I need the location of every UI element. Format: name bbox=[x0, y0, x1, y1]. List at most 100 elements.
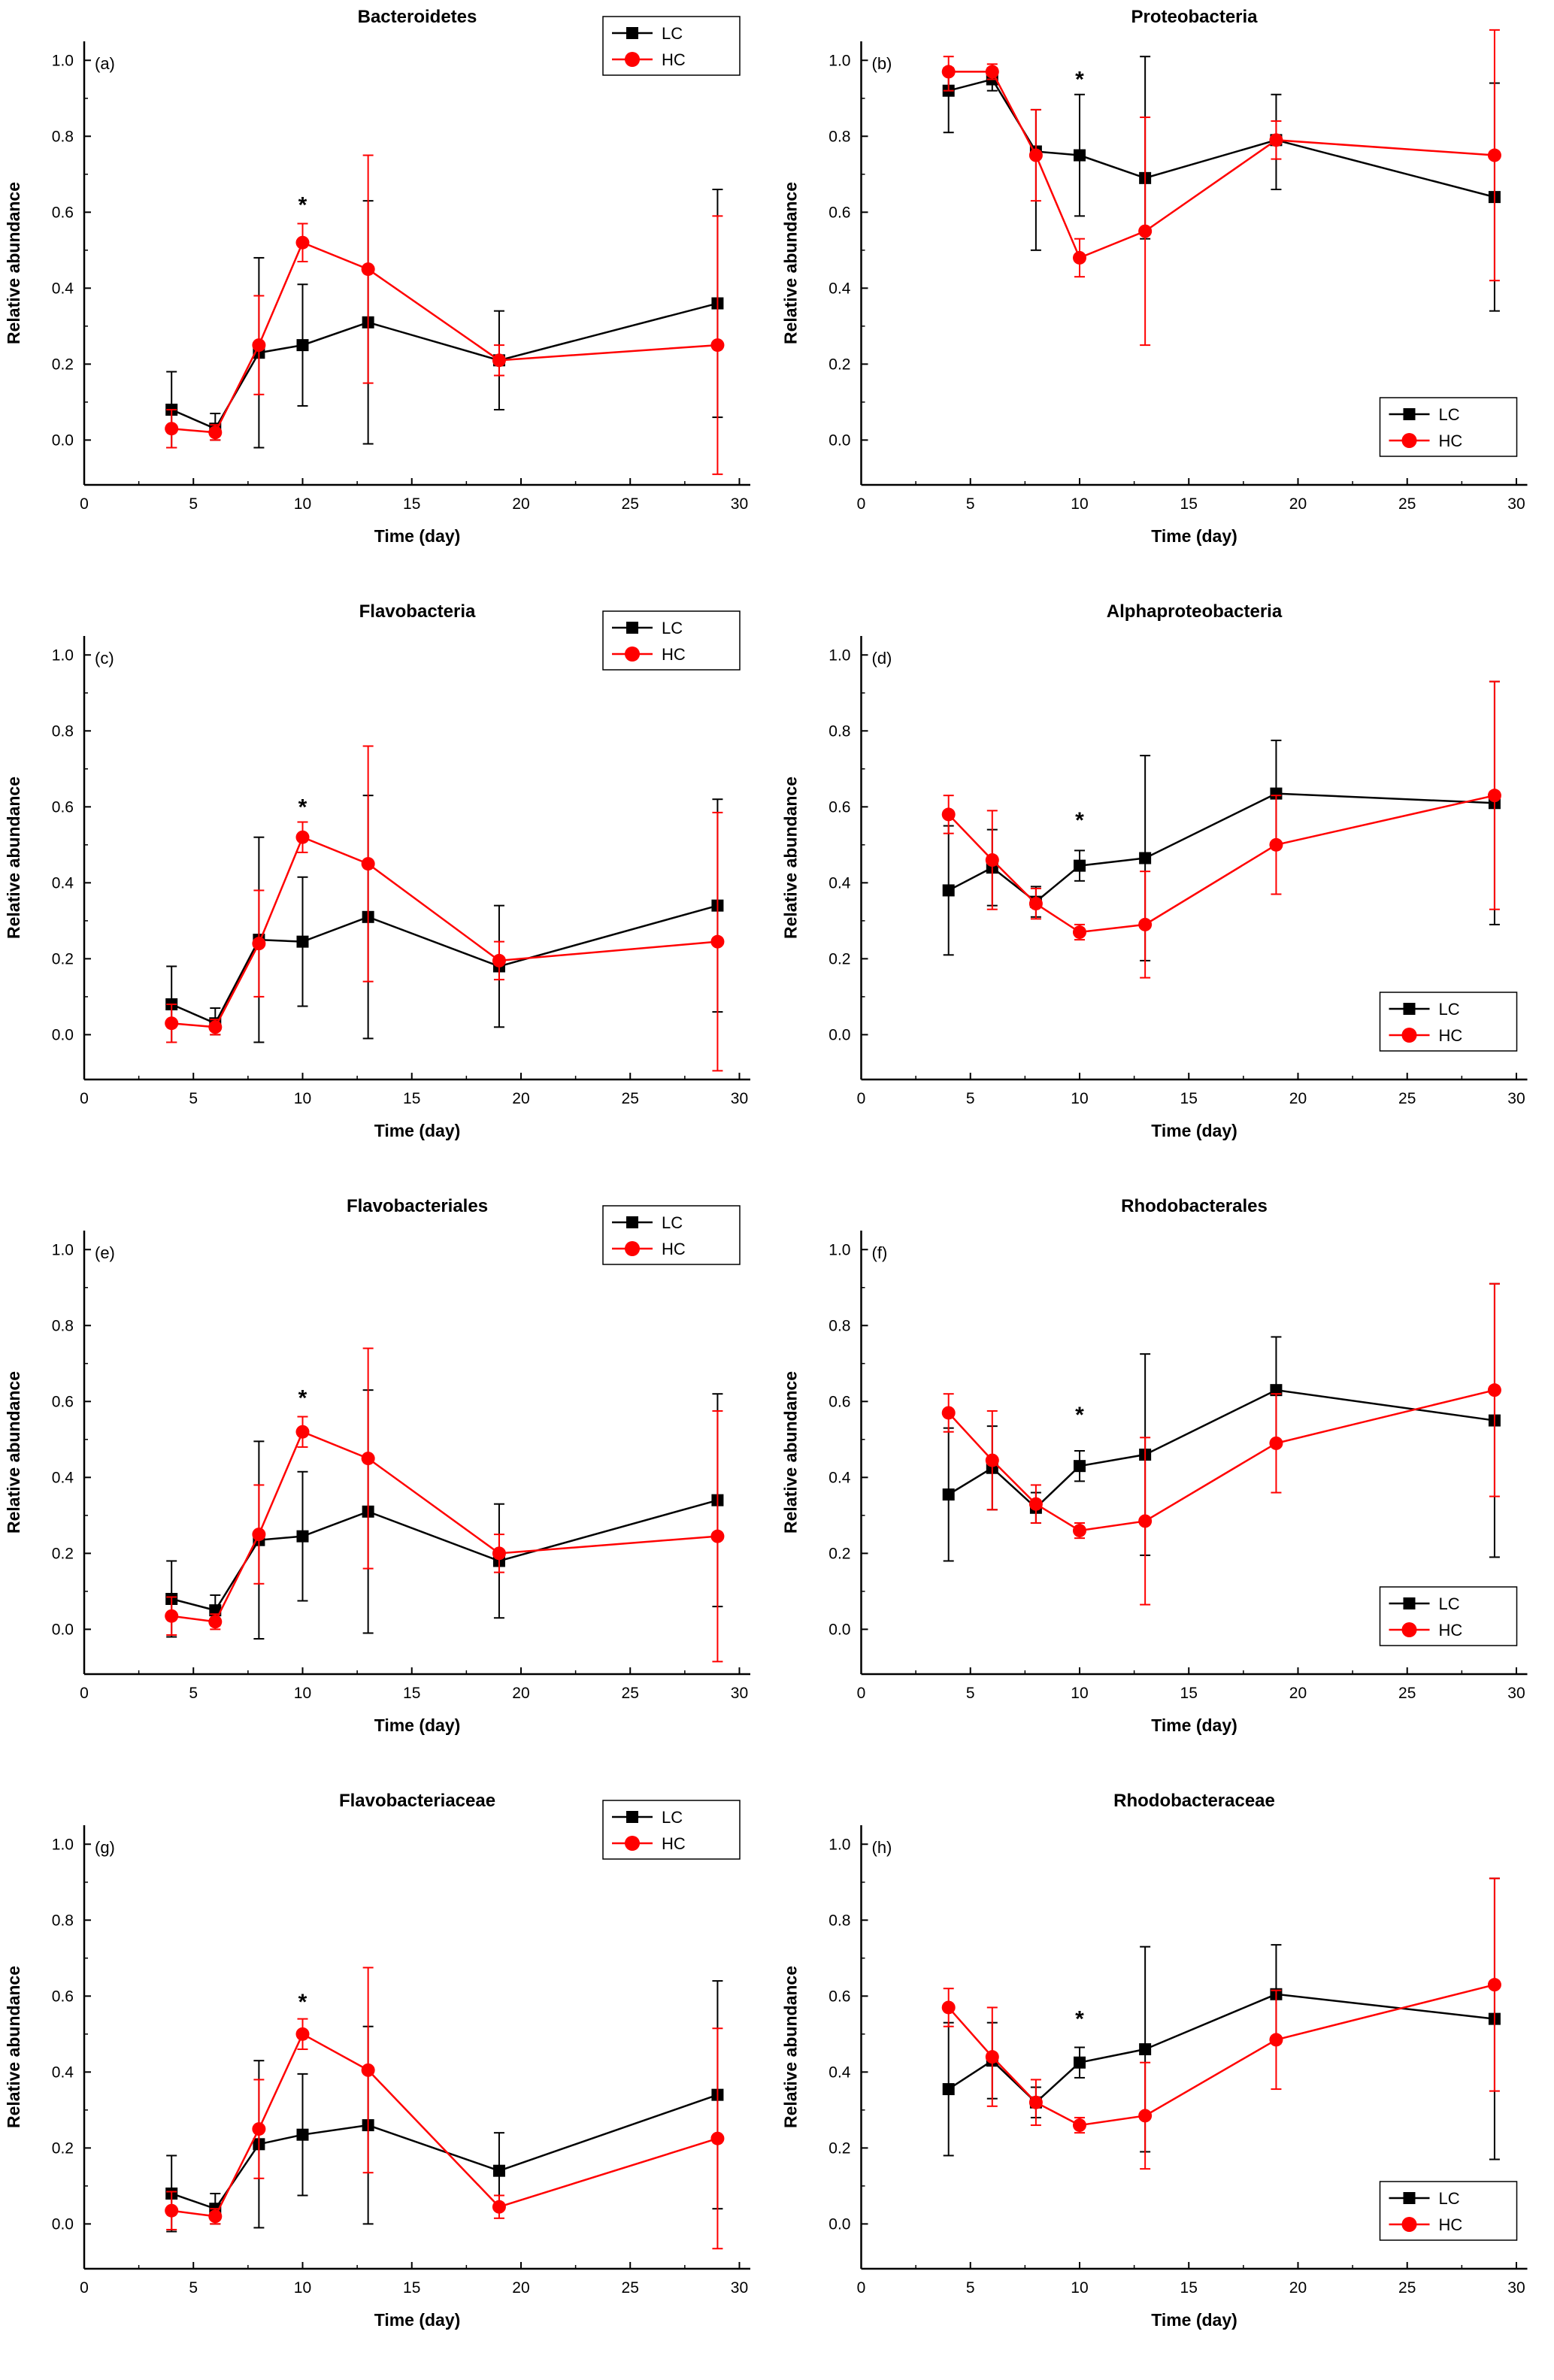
x-tick-label: 5 bbox=[189, 495, 198, 513]
square-marker bbox=[1073, 2056, 1086, 2069]
panel-letter: (g) bbox=[95, 1838, 115, 1857]
series-LC bbox=[942, 1877, 1501, 2160]
circle-marker bbox=[1487, 789, 1501, 803]
y-tick-label: 1.0 bbox=[52, 52, 74, 69]
x-axis-label: Time (day) bbox=[1151, 1715, 1237, 1735]
y-tick-label: 0.0 bbox=[52, 1026, 74, 1043]
x-tick-label: 20 bbox=[512, 2279, 529, 2297]
chart-svg: 0 5 10 15 20 25 30 0.0 0.2 0.4 0.6 0.8 1.0 Rhodobacte… bbox=[781, 1791, 1528, 2330]
y-axis-label: Relative abundance bbox=[4, 777, 23, 939]
circle-marker bbox=[1072, 925, 1086, 940]
square-marker bbox=[209, 1604, 222, 1617]
series-line bbox=[171, 836, 718, 1028]
legend-circle-marker bbox=[625, 646, 640, 662]
circle-marker bbox=[361, 1452, 375, 1466]
panel-title: Proteobacteria bbox=[1131, 7, 1258, 27]
y-tick-label: 1.0 bbox=[828, 646, 850, 664]
x-tick-label: 5 bbox=[966, 2279, 975, 2297]
circle-marker bbox=[1072, 2118, 1086, 2133]
circle-marker bbox=[165, 422, 179, 436]
chart-svg: 0 5 10 15 20 25 30 0.0 0.2 0.4 0.6 0.8 1.0 Proteobact… bbox=[781, 7, 1528, 546]
y-tick-label: 1.0 bbox=[52, 646, 74, 664]
y-tick-label: 0.4 bbox=[828, 874, 851, 892]
x-tick-label: 25 bbox=[1398, 495, 1416, 513]
circle-marker bbox=[985, 65, 999, 79]
legend-circle-marker bbox=[625, 52, 640, 67]
x-tick-label: 5 bbox=[966, 1090, 975, 1107]
legend-square-marker bbox=[626, 1811, 638, 1823]
legend-box bbox=[602, 16, 741, 76]
legend: LC HC bbox=[1379, 2181, 1518, 2241]
y-tick-label: 0.6 bbox=[828, 204, 850, 221]
x-axis-label: Time (day) bbox=[374, 1715, 461, 1735]
circle-marker bbox=[492, 953, 506, 967]
y-tick-label: 0.0 bbox=[828, 2215, 850, 2233]
circle-marker bbox=[492, 353, 506, 368]
y-tick-label: 1.0 bbox=[52, 1241, 74, 1258]
legend: LC HC bbox=[1379, 1586, 1518, 1646]
significance-asterisk: * bbox=[1075, 808, 1084, 833]
legend-box bbox=[1379, 397, 1518, 457]
legend-square-marker bbox=[626, 27, 638, 39]
y-tick-label: 1.0 bbox=[828, 1836, 850, 1853]
circle-marker bbox=[208, 1020, 223, 1034]
x-tick-label: 20 bbox=[1289, 495, 1307, 513]
chart-svg: 0 5 10 15 20 25 30 0.0 0.2 0.4 0.6 0.8 1.0 Alphaprote… bbox=[781, 601, 1528, 1140]
x-tick-label: 0 bbox=[857, 1090, 866, 1107]
x-tick-label: 0 bbox=[80, 1090, 89, 1107]
y-tick-label: 0.6 bbox=[52, 1393, 74, 1410]
x-tick-label: 0 bbox=[80, 495, 89, 513]
circle-marker bbox=[985, 2050, 999, 2064]
legend-box bbox=[1379, 992, 1518, 1052]
y-tick-label: 0.6 bbox=[828, 1393, 850, 1410]
legend-circle-marker bbox=[625, 1836, 640, 1851]
square-marker bbox=[296, 1530, 309, 1543]
x-tick-label: 0 bbox=[80, 2279, 89, 2297]
legend-label: LC bbox=[662, 1213, 683, 1232]
series-line bbox=[948, 71, 1495, 259]
circle-marker bbox=[941, 807, 956, 822]
x-axis-label: Time (day) bbox=[374, 1121, 461, 1140]
x-tick-label: 10 bbox=[294, 2279, 311, 2297]
legend-label: HC bbox=[662, 1240, 686, 1258]
x-tick-label: 30 bbox=[731, 2279, 748, 2297]
y-tick-label: 1.0 bbox=[828, 1241, 850, 1258]
y-axis-label: Relative abundance bbox=[781, 1371, 801, 1534]
legend-box bbox=[602, 1205, 741, 1265]
chart-svg: 0 5 10 15 20 25 30 0.0 0.2 0.4 0.6 0.8 1.0 Bacteroide… bbox=[4, 7, 750, 546]
significance-asterisk: * bbox=[298, 1385, 307, 1410]
chart-panel-b: 0 5 10 15 20 25 30 0.0 0.2 0.4 0.6 0.8 1.0 Proteobact… bbox=[777, 0, 1554, 595]
y-tick-label: 0.6 bbox=[52, 204, 74, 221]
circle-marker bbox=[1138, 917, 1153, 931]
y-tick-label: 0.8 bbox=[828, 1912, 850, 1929]
x-tick-label: 15 bbox=[403, 1685, 420, 1702]
legend-square-marker bbox=[1403, 2192, 1416, 2204]
y-tick-label: 0.2 bbox=[52, 950, 74, 967]
series-line bbox=[948, 1388, 1495, 1509]
legend-box bbox=[602, 1800, 741, 1860]
x-tick-label: 25 bbox=[1398, 2279, 1416, 2297]
series-line bbox=[948, 1993, 1495, 2104]
x-tick-label: 10 bbox=[1071, 1685, 1088, 1702]
legend-label: HC bbox=[662, 645, 686, 664]
panel-title: Rhodobacterales bbox=[1121, 1196, 1268, 1216]
y-tick-label: 0.2 bbox=[52, 2139, 74, 2157]
legend-square-marker bbox=[1403, 1003, 1416, 1015]
x-tick-label: 15 bbox=[403, 495, 420, 513]
legend-label: LC bbox=[1439, 1594, 1460, 1613]
series-line bbox=[171, 1431, 718, 1623]
series-LC bbox=[165, 189, 724, 449]
y-tick-label: 0.0 bbox=[828, 431, 850, 449]
x-tick-label: 25 bbox=[1398, 1685, 1416, 1702]
x-axis-label: Time (day) bbox=[374, 2310, 461, 2330]
panel-letter: (a) bbox=[95, 54, 115, 73]
circle-marker bbox=[1072, 250, 1086, 265]
circle-marker bbox=[492, 2200, 506, 2214]
legend-label: HC bbox=[1439, 1621, 1463, 1640]
y-tick-label: 0.6 bbox=[52, 1988, 74, 2005]
x-tick-label: 5 bbox=[966, 495, 975, 513]
legend-circle-marker bbox=[1401, 1028, 1417, 1043]
legend-label: LC bbox=[1439, 2189, 1460, 2208]
square-marker bbox=[296, 339, 309, 352]
x-tick-label: 30 bbox=[731, 1685, 748, 1702]
